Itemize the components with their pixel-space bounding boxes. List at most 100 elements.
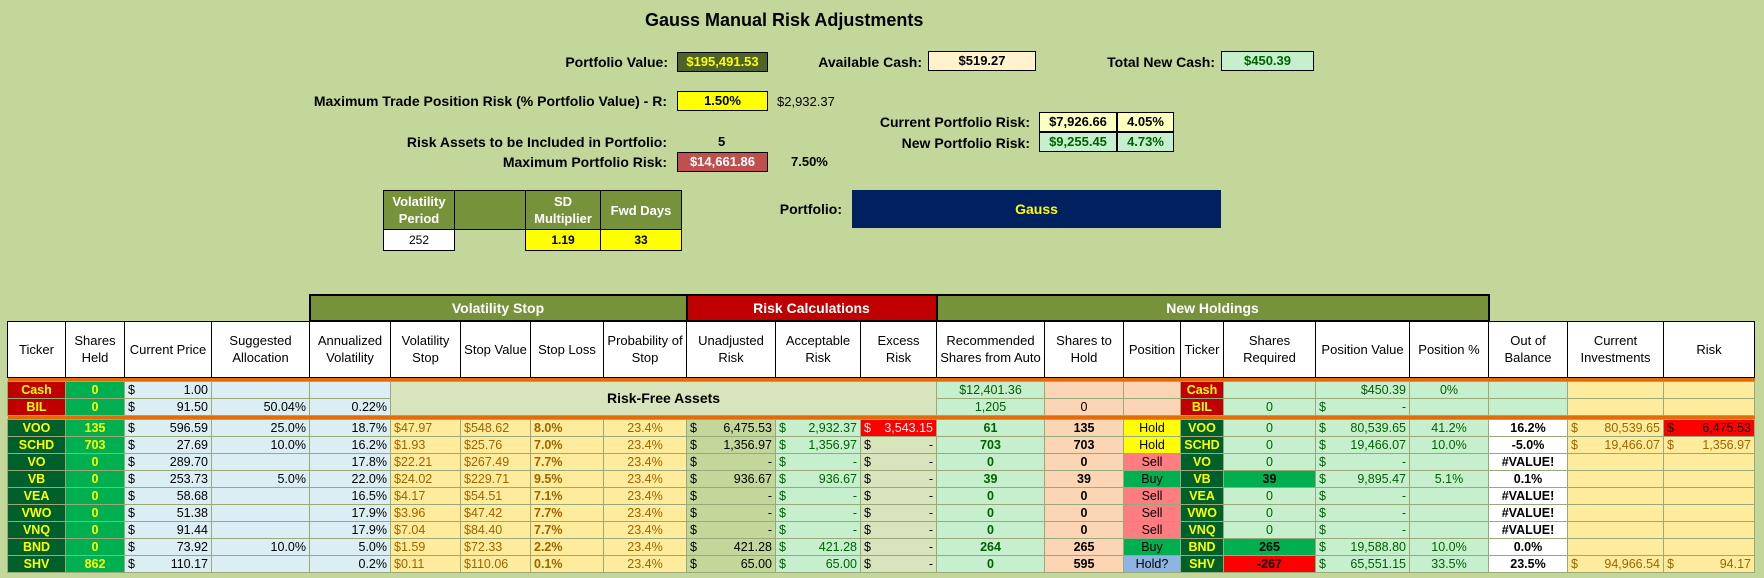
max-portfolio-risk-pct: 7.50% (791, 154, 828, 169)
rec-cell: 1,205 (936, 397, 1045, 416)
alloc-cell[interactable]: 10.0% (211, 435, 310, 454)
shares-held-cell[interactable]: 0 (65, 520, 125, 539)
pval-cell: $80,539.65 (1315, 418, 1410, 437)
total-new-cash[interactable]: $450.39 (1221, 51, 1314, 71)
vol-cell: 16.5% (309, 486, 391, 505)
hold-cell[interactable]: 0 (1044, 520, 1124, 539)
parameters-table: Volatility Period SD Multiplier Fwd Days… (383, 190, 682, 251)
shares-held-cell[interactable]: 0 (65, 503, 125, 522)
ticker-cell[interactable]: VNQ (7, 520, 66, 539)
ticker-cell[interactable]: BND (7, 537, 66, 556)
ticker-cell[interactable]: VEA (7, 486, 66, 505)
blank-cell (454, 229, 526, 251)
alloc-cell[interactable]: 50.04% (211, 397, 310, 416)
shares-held-cell[interactable]: 0 (65, 537, 125, 556)
unadjusted-risk-cell: $6,475.53 (686, 418, 776, 437)
fwd-days-input[interactable]: 33 (600, 229, 682, 251)
hold-cell[interactable]: 135 (1044, 418, 1124, 437)
prob-cell: 23.4% (603, 469, 687, 488)
alloc-cell[interactable] (211, 486, 310, 505)
pval-cell: $9,895.47 (1315, 469, 1410, 488)
alloc-cell[interactable]: 5.0% (211, 469, 310, 488)
acceptable-risk-cell: $ - (775, 452, 861, 471)
hold-cell[interactable]: 0 (1044, 452, 1124, 471)
prob-cell: 23.4% (603, 503, 687, 522)
alloc-cell[interactable]: 25.0% (211, 418, 310, 437)
pval-cell: $ - (1315, 452, 1410, 471)
portfolio-name[interactable]: Gauss (852, 190, 1221, 228)
risk-cell (1663, 380, 1755, 399)
req-cell: 265 (1223, 537, 1316, 556)
risk-cell: $6,475.53 (1663, 418, 1755, 437)
ticker2-cell: BND (1180, 537, 1224, 556)
alloc-cell[interactable] (211, 503, 310, 522)
hold-cell[interactable]: 703 (1044, 435, 1124, 454)
page-title: Gauss Manual Risk Adjustments (645, 10, 924, 30)
sd-mult-input[interactable]: 1.19 (525, 229, 601, 251)
ticker-cell[interactable]: VWO (7, 503, 66, 522)
ticker-cell[interactable]: Cash (7, 380, 66, 399)
shares-held-cell[interactable]: 0 (65, 486, 125, 505)
table-row: VO 0 $289.70 17.8% $22.21 $267.49 7.7% 23.4% $ - $… (7, 452, 1755, 471)
ticker-cell[interactable]: SHV (7, 554, 66, 573)
ticker-cell[interactable]: VOO (7, 418, 66, 437)
header-stop-loss: Stop Loss (530, 320, 604, 378)
ticker-cell[interactable]: VB (7, 469, 66, 488)
pval-cell: $ - (1315, 397, 1410, 416)
shares-held-cell[interactable]: 0 (65, 380, 125, 399)
excess-risk-cell: $ - (860, 435, 937, 454)
unadjusted-risk-cell: $ - (686, 452, 776, 471)
stop-loss-cell: 7.7% (530, 503, 604, 522)
req-cell: 39 (1223, 469, 1316, 488)
ticker-cell[interactable]: BIL (7, 397, 66, 416)
vol-cell: 18.7% (309, 418, 391, 437)
cur-cell (1567, 503, 1664, 522)
shares-held-cell[interactable]: 0 (65, 452, 125, 471)
position-cell: Hold (1123, 435, 1181, 454)
alloc-cell[interactable] (211, 452, 310, 471)
price-cell: $91.44 (124, 520, 212, 539)
shares-held-cell[interactable]: 862 (65, 554, 125, 573)
new-portfolio-risk-label: New Portfolio Risk: (901, 135, 1030, 151)
alloc-cell[interactable] (211, 554, 310, 573)
stop-value-cell: $25.76 (460, 435, 531, 454)
oob-cell: 0.0% (1488, 537, 1568, 556)
alloc-cell[interactable] (211, 520, 310, 539)
req-cell: 0 (1223, 520, 1316, 539)
vol-period-input[interactable]: 252 (383, 229, 455, 251)
group-risk-calculations: Risk Calculations (685, 294, 938, 322)
available-cash[interactable]: $519.27 (928, 51, 1036, 71)
stop-loss-cell: 9.5% (530, 469, 604, 488)
header-risk: Risk (1663, 320, 1755, 378)
cur-cell (1567, 452, 1664, 471)
hold-cell: 0 (1044, 397, 1124, 416)
unadjusted-risk-cell: $ - (686, 503, 776, 522)
hold-cell[interactable]: 595 (1044, 554, 1124, 573)
shares-held-cell[interactable]: 0 (65, 469, 125, 488)
group-volatility-stop: Volatility Stop (308, 294, 688, 322)
ticker-cell[interactable]: VO (7, 452, 66, 471)
shares-held-cell[interactable]: 135 (65, 418, 125, 437)
current-portfolio-risk-label: Current Portfolio Risk: (879, 114, 1030, 130)
ticker-cell[interactable]: SCHD (7, 435, 66, 454)
hold-cell[interactable]: 0 (1044, 486, 1124, 505)
portfolio-value[interactable]: $195,491.53 (677, 52, 768, 72)
ticker2-cell: SCHD (1180, 435, 1224, 454)
new-portfolio-risk: $9,255.45 (1039, 132, 1117, 152)
cur-cell: $19,466.07 (1567, 435, 1664, 454)
unadjusted-risk-cell: $1,356.97 (686, 435, 776, 454)
unadjusted-risk-cell: $421.28 (686, 537, 776, 556)
shares-held-cell[interactable]: 0 (65, 397, 125, 416)
stop-loss-cell: 7.7% (530, 452, 604, 471)
hold-cell[interactable]: 0 (1044, 503, 1124, 522)
risk-cell: $1,356.97 (1663, 435, 1755, 454)
alloc-cell[interactable]: 10.0% (211, 537, 310, 556)
hold-cell[interactable]: 39 (1044, 469, 1124, 488)
oob-cell: #VALUE! (1488, 452, 1568, 471)
max-trade-risk-pct[interactable]: 1.50% (677, 91, 768, 111)
shares-held-cell[interactable]: 703 (65, 435, 125, 454)
stop-loss-cell: 7.7% (530, 520, 604, 539)
table-row: BND 0 $73.92 10.0% 5.0% $1.59 $72.33 2.2% 23.4% $… (7, 537, 1755, 556)
vol-cell (309, 380, 391, 399)
hold-cell[interactable]: 265 (1044, 537, 1124, 556)
